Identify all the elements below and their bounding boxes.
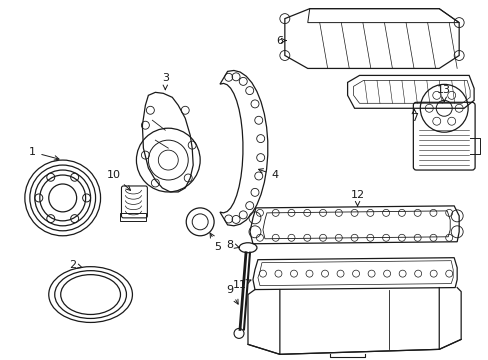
Text: 7: 7 <box>410 109 417 123</box>
Bar <box>120 213 146 221</box>
Text: 12: 12 <box>350 190 364 206</box>
Text: 9: 9 <box>226 284 238 304</box>
Text: 6: 6 <box>276 36 285 46</box>
Text: 2: 2 <box>69 260 82 270</box>
Text: 5: 5 <box>210 233 221 252</box>
Text: 8: 8 <box>226 240 239 250</box>
Text: 13: 13 <box>436 85 450 102</box>
Text: 4: 4 <box>258 169 278 180</box>
Text: 11: 11 <box>233 280 250 289</box>
Text: 10: 10 <box>106 170 130 190</box>
Text: 1: 1 <box>29 147 59 160</box>
Text: 3: 3 <box>162 73 168 90</box>
